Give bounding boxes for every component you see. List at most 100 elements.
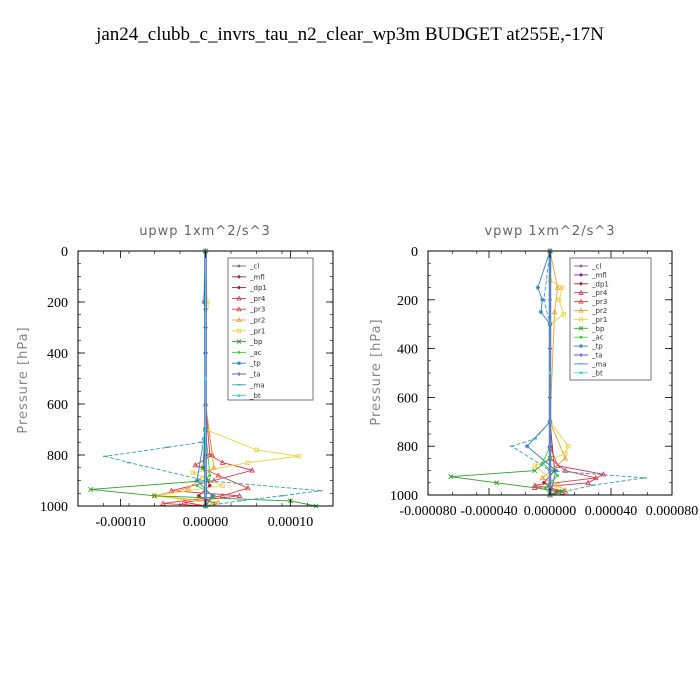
data-point-pr2 [539,474,546,481]
y-tick-label: 600 [397,391,418,406]
data-point-pr1 [245,460,251,465]
panel-vpwp-ticks: -0.000080 -0.000040 0.000000 0.000040 0.0000… [390,245,698,519]
data-point-dp1 [207,483,212,488]
data-point-pr2 [185,485,192,491]
panel-upwp: upwp 1xm^2/s^3 Pressure [hPa] -0.00010 0.… [16,224,334,530]
data-point-pr3 [219,492,226,498]
legend-marker-bp [236,339,242,344]
data-point-ac [195,484,199,488]
legend-marker-tp [237,361,241,366]
x-tick-label: 0.000000 [524,504,577,519]
panel-vpwp: vpwp 1xm^2/s^3 Pressure [hPa] -0.000080-… [369,224,698,519]
data-point-bp [448,474,454,480]
data-point-pr3 [531,482,538,488]
data-point-pr1 [254,447,259,453]
legend-label-ma: _ma [591,360,607,368]
legend-label-ac: _ac [249,349,262,357]
legend-marker-pr3 [578,298,584,304]
panel-upwp-title: upwp 1xm^2/s^3 [139,224,271,239]
legend-label-dp1: _dp1 [249,284,267,292]
data-point-pr3 [245,485,251,491]
data-point-bt [203,376,208,381]
data-point-pr3 [592,474,599,481]
legend-marker-mfl [237,274,241,279]
data-point-pr4 [181,499,188,505]
y-tick-label: 0 [61,245,68,260]
legend-marker-ta [237,372,241,376]
series-line-ma [510,250,645,496]
data-point-pr1 [555,483,560,488]
data-point-pr4 [585,479,592,485]
data-point-ac [208,473,212,477]
legend-marker-ta [579,353,583,357]
data-point-bp [88,486,94,492]
y-tick-label: 800 [47,449,68,464]
legend-label-ma: _ma [249,381,265,389]
data-point-pr1 [211,501,217,506]
legend-label-pr4: _pr4 [591,289,608,297]
data-point-pr1 [561,312,566,317]
panel-vpwp-series [448,247,647,498]
legend-marker-pr1 [236,328,241,333]
legend-label-cl: _cl [249,263,259,271]
data-point-bt [548,371,552,375]
legend-label-tp: _tp [591,343,603,351]
y-tick-label: 1000 [390,489,418,504]
legend-label-cl: _cl [591,263,601,271]
x-tick-label: -0.000080 [399,504,456,519]
legend-marker-pr3 [236,306,242,312]
data-point-ac [556,473,560,478]
panel-upwp-ticks: -0.00010 0.00000 0.00010 0 200 400 600 800 1000 [40,245,334,530]
legend-label-ta: _ta [249,371,261,379]
legend-label-ta: _ta [591,352,603,360]
legend-label-pr3: _pr3 [591,298,607,306]
data-point-bp [151,493,158,499]
legend-label-pr3: _pr3 [249,306,265,314]
data-point-pr2 [562,455,569,461]
legend-marker-cl [579,264,583,268]
legend-label-ac: _ac [591,334,604,342]
legend-marker-bt [579,371,583,375]
data-point-pr3 [562,467,569,473]
legend-marker-dp1 [237,285,241,290]
y-tick-label: 1000 [40,500,68,515]
data-point-pr3 [215,472,222,478]
legend-label-bt: _bt [249,392,261,400]
x-tick-label: 0.00000 [183,515,229,530]
data-point-pr1 [190,470,195,476]
legend-marker-pr4 [578,289,584,295]
legend-marker-mfl [579,272,583,277]
data-point-dp1 [196,493,201,498]
legend-marker-dp1 [579,281,583,286]
data-point-pr1 [532,463,537,468]
data-point-pr2 [211,464,217,470]
x-tick-label: -0.000040 [460,504,517,519]
data-point-pr3 [192,462,199,468]
legend-marker-bp [578,325,584,331]
data-point-ac [540,461,544,465]
y-tick-label: 600 [47,398,68,413]
y-tick-label: 800 [397,440,418,455]
legend-marker-ac [237,351,241,354]
legend-label-bt: _bt [591,369,603,377]
panel-upwp-legend-box [227,257,314,401]
x-tick-label: 0.00010 [268,515,314,530]
data-point-tp [201,299,206,305]
legend-label-tp: _tp [249,360,261,368]
data-point-tp [535,285,540,290]
data-point-bp [532,468,538,474]
data-point-pr1 [220,483,225,488]
series-line-pr2 [541,250,567,496]
y-tick-label: 0 [411,245,418,260]
data-point-pr3 [160,500,166,506]
panel-upwp-ylabel: Pressure [hPa] [16,326,31,433]
legend-marker-pr2 [578,307,584,313]
legend-marker-bt [237,394,241,397]
data-point-tp [194,478,200,483]
data-point-pr4 [219,459,226,465]
x-tick-label: 0.000080 [646,504,699,519]
series-line-pr4 [534,251,605,496]
data-point-bp [494,480,500,486]
data-point-pr2 [551,308,558,315]
